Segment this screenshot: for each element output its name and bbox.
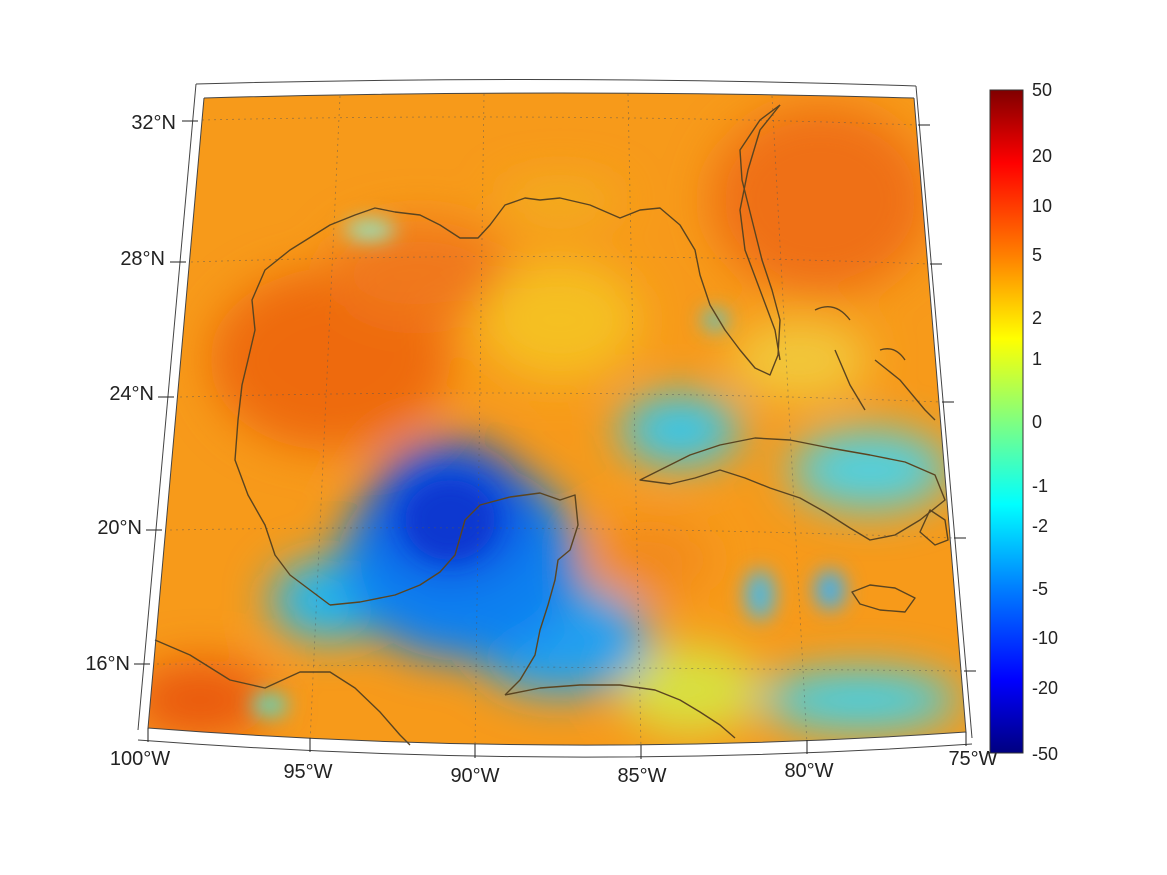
lon-label-80: 80°W (784, 760, 833, 782)
latitude-labels: 32°N 28°N 24°N 20°N 16°N (85, 112, 176, 675)
coastline-bahamas (814, 306, 936, 421)
lon-label-90: 90°W (450, 765, 499, 787)
lat-label-24: 24°N (109, 383, 154, 405)
colorbar-gradient (989, 89, 1024, 754)
colorbar-label: 20 (1032, 146, 1052, 166)
coastline-cuba (639, 437, 946, 541)
map-frame (137, 78, 973, 758)
coastline-pacific (154, 639, 411, 746)
lat-label-32: 32°N (131, 112, 176, 134)
lon-label-85: 85°W (617, 765, 666, 787)
coastlines (154, 104, 949, 746)
longitude-labels: 100°W 95°W 90°W 85°W 80°W 75°W (110, 748, 998, 787)
colorbar-label: 5 (1032, 245, 1042, 265)
coastline-central-america (504, 684, 736, 739)
lat-label-16: 16°N (85, 653, 130, 675)
lon-label-75: 75°W (948, 748, 997, 770)
colorbar-label: 50 (1032, 80, 1052, 100)
coastline-jamaica (851, 584, 916, 613)
colorbar: 50 20 10 5 2 1 0 -1 -2 -5 -10 -20 -50 (989, 80, 1058, 764)
colorbar-label: -20 (1032, 678, 1058, 698)
ticks (134, 120, 976, 759)
coastline-florida (739, 104, 781, 361)
data-field (148, 93, 966, 746)
colorbar-label: -10 (1032, 628, 1058, 648)
colorbar-label: 10 (1032, 196, 1052, 216)
coastline-yucatan (329, 492, 579, 696)
colorbar-label: 2 (1032, 308, 1042, 328)
lon-label-95: 95°W (283, 761, 332, 783)
coastline-hispaniola (919, 509, 949, 546)
lat-label-20: 20°N (97, 517, 142, 539)
graticule (156, 93, 963, 750)
colorbar-label: -50 (1032, 744, 1058, 764)
lon-label-100: 100°W (110, 748, 170, 770)
colorbar-label: -2 (1032, 516, 1048, 536)
colorbar-label: -1 (1032, 476, 1048, 496)
colorbar-label: 0 (1032, 412, 1042, 432)
colorbar-label: 1 (1032, 349, 1042, 369)
colorbar-label: -5 (1032, 579, 1048, 599)
lat-label-28: 28°N (120, 248, 165, 270)
